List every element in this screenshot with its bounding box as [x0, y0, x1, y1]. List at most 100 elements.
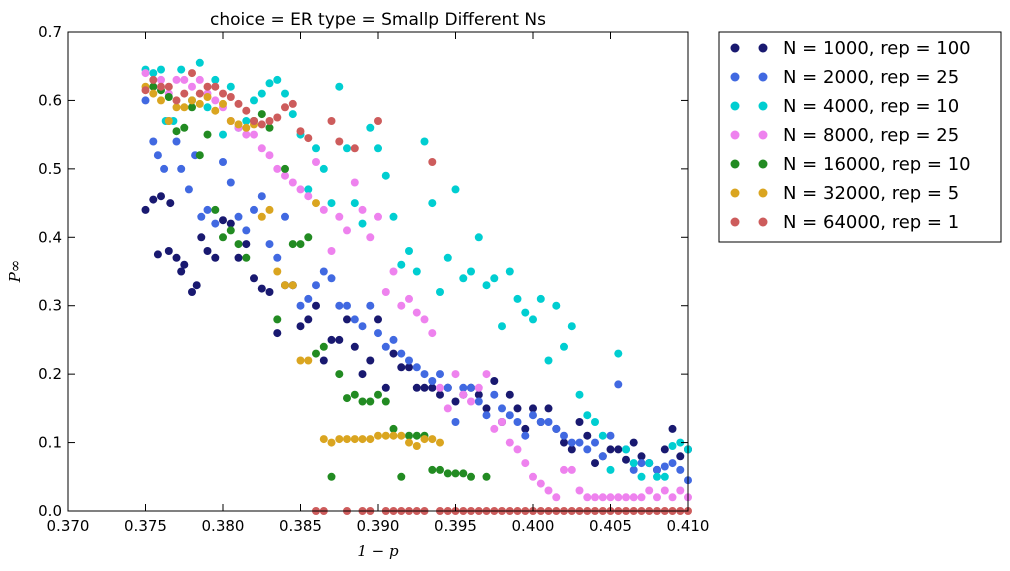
- data-point-s0-41: [428, 383, 437, 392]
- data-point-s4-8: [211, 205, 220, 214]
- data-point-s5-28: [358, 435, 367, 444]
- data-point-s5-10: [219, 99, 227, 108]
- data-point-s5-20: [296, 356, 305, 365]
- data-point-s3-69: [676, 486, 685, 495]
- data-point-s0-42: [436, 390, 444, 399]
- data-point-s4-38: [443, 469, 452, 478]
- y-tick-label-7: 0.7: [38, 23, 62, 41]
- data-point-s0-28: [327, 335, 336, 344]
- data-point-s2-38: [436, 288, 444, 296]
- data-point-s2-36: [420, 137, 429, 146]
- data-point-s3-33: [397, 301, 406, 310]
- data-point-s0-38: [405, 363, 413, 372]
- y-tick-label-6: 0.6: [38, 91, 62, 109]
- data-point-s3-60: [606, 493, 615, 502]
- data-point-s4-12: [242, 253, 251, 262]
- data-point-s0-10: [192, 281, 201, 290]
- data-point-s0-66: [622, 455, 630, 464]
- data-point-s2-63: [629, 459, 638, 468]
- legend-entry-2: N = 4000, rep = 10: [783, 96, 959, 117]
- data-point-s6-6: [188, 69, 196, 78]
- data-point-s3-59: [598, 493, 607, 502]
- data-point-s2-48: [513, 294, 522, 303]
- data-point-s4-4: [180, 123, 189, 132]
- data-point-s2-66: [653, 472, 661, 481]
- data-point-s3-62: [622, 493, 630, 502]
- data-point-s6-9: [211, 82, 220, 91]
- data-point-s1-27: [335, 301, 344, 310]
- data-point-s1-57: [567, 438, 576, 447]
- data-point-s2-35: [412, 267, 421, 276]
- data-point-s3-27: [350, 178, 359, 187]
- data-point-s0-67: [629, 438, 638, 447]
- legend-marker-4-1: [758, 159, 768, 169]
- data-point-s1-51: [521, 431, 530, 440]
- data-point-s6-11: [226, 93, 235, 101]
- data-point-s3-18: [281, 171, 289, 180]
- data-point-s3-32: [389, 267, 398, 276]
- data-point-s4-22: [319, 342, 328, 351]
- data-point-s0-49: [490, 377, 499, 385]
- data-point-s4-0: [149, 82, 158, 91]
- data-point-s3-26: [343, 226, 351, 235]
- data-point-s6-37: [428, 158, 437, 166]
- data-point-s1-14: [234, 212, 243, 221]
- data-point-s5-19: [288, 281, 297, 290]
- data-point-s3-52: [544, 486, 553, 495]
- legend-entry-3: N = 8000, rep = 25: [783, 125, 959, 146]
- data-point-s0-29: [335, 335, 344, 344]
- data-point-s5-12: [234, 120, 243, 129]
- data-point-s1-45: [474, 397, 483, 406]
- data-point-s1-15: [242, 226, 251, 235]
- data-point-s6-18: [281, 103, 289, 112]
- data-point-s1-56: [560, 431, 568, 440]
- data-point-s1-32: [374, 329, 382, 338]
- data-point-s3-31: [381, 288, 390, 296]
- data-point-s2-7: [195, 58, 204, 67]
- data-point-s1-39: [428, 377, 437, 385]
- legend-marker-5-1: [758, 188, 768, 198]
- data-point-s2-27: [350, 199, 359, 208]
- data-point-s4-15: [265, 123, 274, 132]
- data-point-s2-22: [312, 144, 320, 153]
- data-point-s2-41: [459, 274, 468, 283]
- data-point-s3-13: [242, 130, 251, 139]
- data-point-s4-20: [304, 233, 313, 242]
- y-tick-label-4: 0.4: [38, 228, 62, 246]
- data-point-s2-43: [474, 233, 483, 242]
- data-point-s2-21: [304, 185, 313, 194]
- data-point-s1-19: [273, 253, 282, 262]
- data-point-s6-24: [327, 117, 336, 125]
- data-point-s1-23: [304, 294, 313, 303]
- data-point-s3-40: [451, 370, 460, 379]
- data-point-s0-7: [177, 267, 186, 276]
- chart-title: choice = ER type = Smallp Different Ns: [210, 10, 546, 30]
- data-point-s2-69: [676, 438, 685, 447]
- data-point-s1-6: [177, 164, 186, 173]
- data-point-s3-37: [428, 329, 437, 338]
- data-point-s0-11: [197, 233, 206, 242]
- data-point-s5-34: [405, 438, 413, 447]
- data-point-s2-40: [451, 185, 460, 194]
- data-point-s4-17: [281, 164, 289, 173]
- data-point-s4-16: [273, 315, 282, 324]
- data-point-s1-35: [397, 349, 406, 358]
- data-point-s2-31: [381, 171, 390, 180]
- data-point-s4-3: [172, 127, 181, 136]
- data-point-s2-46: [498, 322, 506, 331]
- data-point-s2-9: [211, 75, 220, 84]
- data-point-s2-64: [637, 472, 646, 481]
- data-point-s1-28: [343, 301, 351, 310]
- data-point-s1-59: [583, 445, 592, 454]
- data-point-s5-38: [436, 438, 444, 447]
- data-point-s3-41: [459, 390, 468, 399]
- data-point-s1-10: [203, 205, 212, 214]
- data-point-s0-36: [389, 349, 398, 358]
- data-point-s3-9: [211, 96, 220, 105]
- data-point-s4-27: [358, 397, 367, 406]
- data-point-s6-15: [257, 120, 266, 129]
- data-point-s0-8: [180, 260, 189, 269]
- data-point-s0-18: [250, 274, 258, 283]
- data-point-s2-5: [177, 65, 186, 74]
- data-point-s1-13: [226, 178, 235, 187]
